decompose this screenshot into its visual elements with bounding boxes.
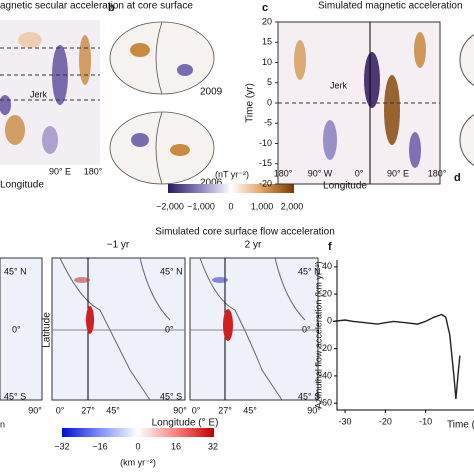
x-tick-label: -30	[339, 416, 352, 426]
year-label: 2009	[200, 87, 223, 98]
x-tick-label: 90°	[173, 405, 187, 415]
y-tick-label: 0	[267, 97, 272, 107]
lat-label: 45° S	[4, 391, 26, 401]
colorbar-tick: 1,000	[251, 201, 274, 211]
line	[332, 313, 461, 400]
axis-label: Time (y	[447, 420, 474, 431]
colorbar	[62, 428, 214, 437]
time-label: 2 yr	[245, 240, 262, 251]
colorbar-tick: −16	[92, 441, 107, 451]
y-tick-label: 10	[262, 57, 272, 67]
axis-label: Time (yr)	[245, 83, 256, 123]
panel-title: Simulated magnetic acceleration	[318, 1, 463, 12]
panel-label: c	[262, 2, 268, 14]
x-tick-label: 180°	[84, 166, 103, 176]
x-tick-label: 90°	[307, 405, 321, 415]
annotation: Jerk	[330, 80, 348, 90]
y-tick-label: -10	[259, 138, 272, 148]
lat-label: 0°	[12, 324, 21, 334]
axis-label: Latitude	[42, 312, 53, 348]
time-label: −1 yr	[107, 240, 130, 251]
x-tick-label: 0°	[56, 405, 65, 415]
colorbar	[168, 184, 294, 193]
y-tick-label: -60	[319, 398, 332, 408]
x-tick-label: 45°	[243, 405, 257, 415]
panel-label: d	[454, 172, 461, 184]
x-tick-label: 27°	[218, 405, 232, 415]
lat-label: 45° S	[160, 391, 182, 401]
x-tick-label: -10	[419, 416, 432, 426]
axis-label: Azimuthal flow acceleration (km yr⁻²)	[313, 261, 323, 408]
x-tick-label: 45°	[106, 405, 120, 415]
x-tick-label: 0°	[355, 168, 364, 178]
section-title: Simulated core surface flow acceleration	[155, 227, 335, 238]
annotation: Jerk	[30, 89, 48, 99]
panel-title: agnetic secular acceleration at core sur…	[0, 1, 193, 12]
axis-label: Longitude	[323, 181, 367, 192]
colorbar-tick: −1,000	[187, 201, 215, 211]
x-tick-label: 0°	[192, 405, 201, 415]
y-tick-label: 15	[262, 37, 272, 47]
y-tick-label: 20	[262, 16, 272, 26]
x-tick-label: 90° E	[49, 166, 71, 176]
y-tick-label: -20	[259, 178, 272, 188]
panel-label: f	[328, 241, 332, 253]
colorbar-tick: 16	[171, 441, 181, 451]
globe	[459, 34, 474, 86]
colorbar-tick: 2,000	[281, 201, 304, 211]
y-tick-label: -40	[319, 370, 332, 380]
colorbar-tick: 0	[228, 201, 233, 211]
y-tick-label: 40	[322, 261, 332, 271]
lat-label: 45° N	[160, 266, 183, 276]
colorbar-tick: −32	[54, 441, 69, 451]
axis-label: Longitude (° E)	[152, 418, 219, 429]
x-tick-label: 90° W	[308, 168, 333, 178]
lat-label: 0°	[302, 324, 311, 334]
partial-label: n	[0, 419, 5, 429]
x-tick-label: 180°	[428, 168, 447, 178]
colorbar-unit: (km yr⁻²)	[120, 457, 156, 467]
y-tick-label: -15	[259, 158, 272, 168]
lat-label: 0°	[165, 324, 174, 334]
globe	[109, 21, 215, 185]
lat-label: 45° S	[298, 391, 320, 401]
y-tick-label: -5	[264, 118, 272, 128]
y-tick-label: -20	[319, 343, 332, 353]
colorbar-tick: 0	[135, 441, 140, 451]
x-tick-label: -20	[379, 416, 392, 426]
x-tick-label: 180°	[274, 168, 293, 178]
colorbar-unit: (nT yr⁻²)	[215, 169, 249, 179]
lat-label: 45° N	[298, 266, 321, 276]
lat-label: 45° N	[4, 266, 27, 276]
dashed-lines	[0, 47, 100, 101]
x-tick-label: 90° E	[387, 168, 409, 178]
y-tick-label: 5	[267, 77, 272, 87]
axis-label: Longitude	[0, 180, 44, 191]
globe	[459, 114, 474, 166]
maps	[0, 257, 319, 401]
y-tick-label: 20	[322, 288, 332, 298]
x-tick-label: 90°	[28, 405, 42, 415]
blobs	[294, 32, 426, 168]
colorbar-tick: 32	[208, 441, 218, 451]
x-tick-label: 27°	[81, 405, 95, 415]
colorbar-tick: −2,000	[156, 201, 184, 211]
y-tick-label: 0	[327, 316, 332, 326]
panel-label: b	[108, 2, 115, 14]
year-label: 2006	[200, 178, 223, 189]
axes	[336, 260, 474, 411]
